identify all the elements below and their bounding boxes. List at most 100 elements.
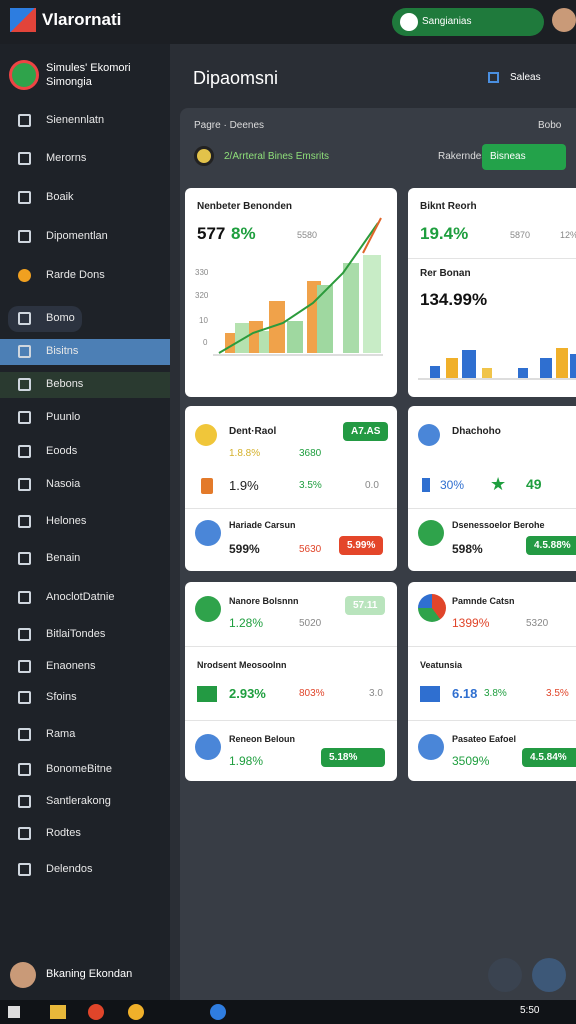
taskbar-app[interactable] <box>88 1004 104 1020</box>
filter-label: Rakerndes <box>438 151 487 162</box>
badge: 4.5.88% <box>526 536 576 555</box>
card-icon <box>418 734 444 760</box>
taskbar-app[interactable] <box>50 1005 66 1019</box>
search-icon <box>400 13 418 31</box>
nav-item[interactable]: Rama <box>0 722 170 748</box>
card: Nanore Bolsnnn 1.28% 5020 57.11 Nrodsent… <box>185 582 397 781</box>
nav-icon <box>18 515 31 528</box>
nav-label: Enaonens <box>46 660 96 672</box>
axis-label: 10 <box>199 316 208 325</box>
badge: 5.99% <box>339 536 384 555</box>
card-title: Hariade Carsun <box>229 520 296 530</box>
nav-label: Bomo <box>46 312 75 324</box>
card-title: Reneon Beloun <box>229 734 296 744</box>
nav-label: Delendos <box>46 863 93 875</box>
star-icon: ★ <box>490 474 507 494</box>
stat: 1.28% <box>229 616 264 630</box>
nav-item[interactable]: Nasoia <box>0 472 170 498</box>
start-button[interactable] <box>8 1006 20 1018</box>
search-text: Sangianias <box>422 16 472 27</box>
divider <box>185 720 397 721</box>
stat: 5630 <box>299 544 322 555</box>
nav-label: Benain <box>46 552 81 564</box>
nav-label: Santlerakong <box>46 795 111 807</box>
nav-item[interactable]: Helones <box>0 509 170 535</box>
nav-item[interactable]: Puunlo <box>0 405 170 431</box>
nav-icon <box>18 152 31 165</box>
sort-icon <box>488 72 499 83</box>
panel-search[interactable]: Bobo <box>538 120 562 131</box>
nav-label: Dipomentlan <box>46 230 108 242</box>
card: Nenbeter Benonden 577 8% 5580 330 320 10… <box>185 188 397 397</box>
card-icon <box>418 520 444 546</box>
divider <box>408 258 576 259</box>
bar-chart-art <box>213 217 383 356</box>
nav-item[interactable]: Eoods <box>0 439 170 465</box>
nav-item[interactable]: AnoclotDatnie <box>0 585 170 611</box>
stat: 1.8.8% <box>229 448 261 459</box>
fab[interactable] <box>532 958 566 992</box>
stat: 2.93% <box>229 686 266 701</box>
stat: 3.8% <box>484 688 507 699</box>
stat: 5320 <box>526 618 549 629</box>
nav-item[interactable]: Bisitns <box>0 339 170 365</box>
badge: 4.5.84% <box>522 748 576 767</box>
nav-icon <box>18 445 31 458</box>
nav-item[interactable]: Sfoins <box>0 685 170 711</box>
nav-icon <box>18 478 31 491</box>
nav-item[interactable]: Enaonens <box>0 654 170 680</box>
nav-item[interactable]: Bomo <box>8 306 82 332</box>
card-side: 5870 <box>510 230 531 240</box>
nav-item[interactable]: Bebons <box>0 372 170 398</box>
fab[interactable] <box>488 958 522 992</box>
stat: 3.5% <box>299 480 322 491</box>
nav-item[interactable]: Merorns <box>0 146 170 172</box>
main-title: Dipaomsni <box>193 68 279 88</box>
nav-label: Sienennlatn <box>46 114 105 126</box>
nav-item[interactable]: Santlerakong <box>0 789 170 815</box>
card-extra: 12% <box>560 230 576 240</box>
filter-text[interactable]: 2/Arrteral Bines Emsrits <box>224 151 330 162</box>
user-name[interactable]: Bkaning Ekondan <box>46 968 133 980</box>
filter-button[interactable]: Bisneas <box>482 144 566 170</box>
taskbar-app[interactable] <box>210 1004 226 1020</box>
card: Dent·Raol A7.AS 1.8.8% 3680 1.9% 3.5% 0.… <box>185 406 397 571</box>
card-icon <box>195 520 221 546</box>
card-side: 5580 <box>297 230 318 240</box>
nav-label: Rodtes <box>46 827 81 839</box>
nav-item[interactable]: Rodtes <box>0 821 170 847</box>
stat-icon <box>422 478 430 492</box>
nav-item[interactable]: Benain <box>0 546 170 572</box>
nav-item[interactable]: BitlaiTondes <box>0 622 170 648</box>
search-pill[interactable]: Sangianias <box>392 8 544 36</box>
nav-item[interactable]: Boaik <box>0 185 170 211</box>
nav-item[interactable]: Delendos <box>0 857 170 883</box>
nav-item[interactable]: BonomeBitne <box>0 757 170 783</box>
stat-icon <box>420 686 440 702</box>
nav-item[interactable]: Sienennlatn <box>0 108 170 134</box>
divider <box>408 508 576 509</box>
divider <box>408 646 576 647</box>
nav-item[interactable]: Rarde Dons <box>0 263 170 289</box>
sort-select[interactable]: Saleas <box>510 72 541 83</box>
card-change: 8% <box>231 224 256 243</box>
nav-label: Rama <box>46 728 76 740</box>
card: Dhachoho 30% ★ 49 Dsenessoelor Berohe 59… <box>408 406 576 571</box>
nav-icon <box>18 728 31 741</box>
nav-icon <box>18 269 31 282</box>
nav-item[interactable]: Dipomentlan <box>0 224 170 250</box>
card-title: Biknt Reorh <box>420 201 477 212</box>
nav-icon <box>18 628 31 641</box>
stat: 3509% <box>452 754 490 768</box>
stat: 3.5% <box>546 688 569 699</box>
card-title: Dent·Raol <box>229 426 277 437</box>
avatar[interactable] <box>552 8 576 32</box>
topbar: Vlarornati Sangianias <box>0 0 576 44</box>
axis-label: 0 <box>203 338 208 347</box>
badge: A7.AS <box>343 422 389 441</box>
card-title: Nrodsent Meosoolnn <box>197 660 287 670</box>
taskbar-app[interactable] <box>128 1004 144 1020</box>
stat: 5020 <box>299 618 322 629</box>
card-icon <box>418 424 440 446</box>
